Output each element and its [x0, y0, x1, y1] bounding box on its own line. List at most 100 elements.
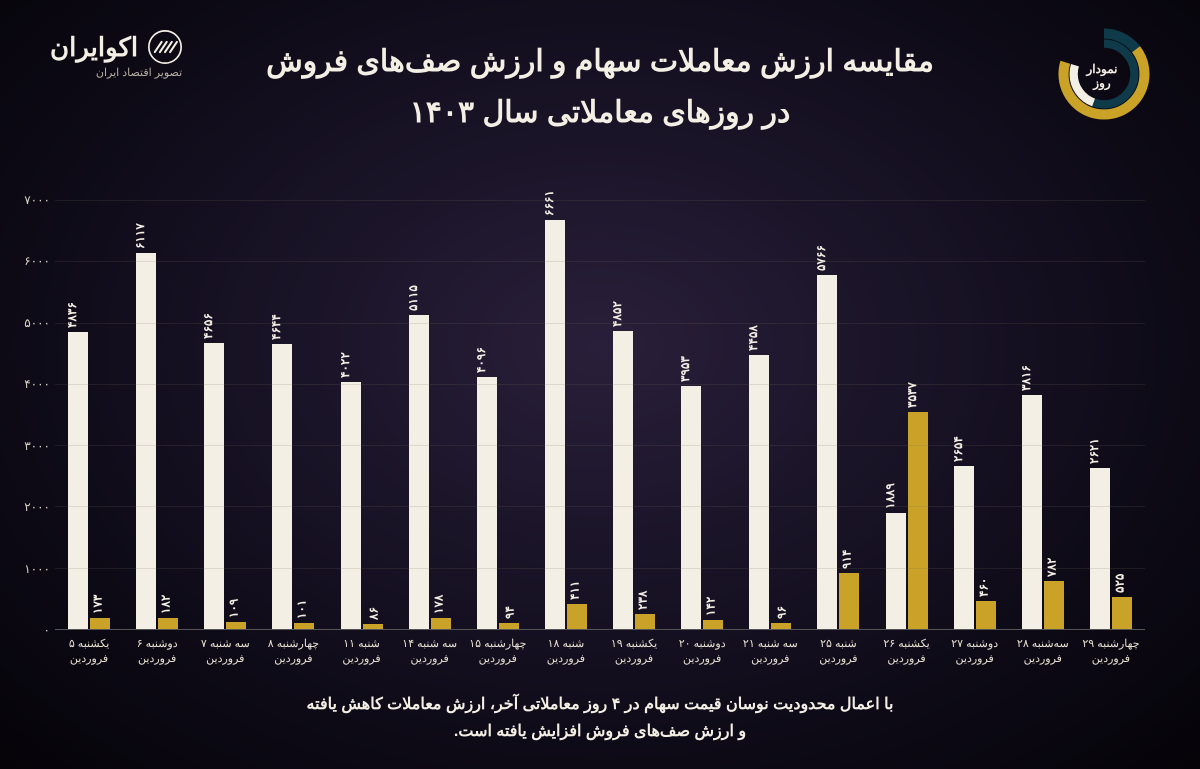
bar-queue: ۴۱۱	[567, 604, 587, 629]
daily-chart-badge: نمودار روز	[1058, 28, 1150, 125]
bar-pair: ۳۸۱۶۷۸۲	[1009, 200, 1077, 629]
bar-value-label: ۳۵۳۷	[905, 382, 919, 408]
y-tick: ۳۰۰۰	[24, 439, 50, 453]
bar-value-label: ۴۶۰	[976, 577, 990, 596]
bar-trades: ۴۸۵۲	[613, 331, 633, 629]
bar-value-label: ۹۱۴	[840, 550, 854, 569]
bar-value-label: ۲۶۵۴	[951, 436, 965, 462]
bar-pair: ۴۶۵۶۱۰۹	[191, 200, 259, 629]
x-axis-label: شنبه ۱۸فروردین	[532, 629, 600, 667]
badge-line2: روز	[1080, 76, 1124, 90]
bar-value-label: ۶۱۱۷	[133, 223, 147, 249]
y-tick: ۴۰۰۰	[24, 377, 50, 391]
bar-pair: ۴۶۴۴۱۰۱	[259, 200, 327, 629]
bar-queue: ۷۸۲	[1044, 581, 1064, 629]
bar-queue: ۵۲۵	[1112, 597, 1132, 629]
bar-queue: ۱۰۹	[226, 622, 246, 629]
bar-trades: ۳۹۵۳	[681, 386, 701, 629]
bar-trades: ۲۶۵۴	[954, 466, 974, 629]
bar-value-label: ۹۶	[775, 606, 789, 619]
brand-name: اکوایران	[50, 32, 138, 63]
bar-pair: ۴۸۵۲۲۳۸	[600, 200, 668, 629]
bar-pair: ۳۹۵۳۱۴۲	[668, 200, 736, 629]
footer-line-1: با اعمال محدودیت نوسان قیمت سهام در ۴ رو…	[0, 691, 1200, 718]
bar-value-label: ۱۷۸	[431, 595, 445, 614]
bar-trades: ۱۸۸۹	[886, 513, 906, 629]
bar-pair: ۴۰۹۶ ۹۴	[464, 200, 532, 629]
bar-pair: ۶۶۶۱۴۱۱	[532, 200, 600, 629]
brand-logo-icon	[148, 30, 182, 64]
bar-trades: ۳۸۱۶	[1022, 395, 1042, 629]
footer-note: با اعمال محدودیت نوسان قیمت سهام در ۴ رو…	[0, 691, 1200, 745]
bar-pair: ۵۷۶۶۹۱۴	[804, 200, 872, 629]
bar-queue: ۱۸۲	[158, 618, 178, 629]
grid-line	[55, 384, 1145, 385]
chart-plot: ۴۸۳۶۱۷۳۶۱۱۷۱۸۲۴۶۵۶۱۰۹۴۶۴۴۱۰۱۴۰۲۲۸۶۵۱۱۵۱۷…	[55, 200, 1145, 630]
bar-value-label: ۱۷۳	[90, 595, 104, 614]
y-tick: ۶۰۰۰	[24, 254, 50, 268]
x-axis-label: یکشنبه ۵فروردین	[55, 629, 123, 667]
y-tick: ۰	[44, 623, 50, 637]
bar-value-label: ۲۶۲۱	[1087, 438, 1101, 464]
y-tick: ۲۰۰۰	[24, 500, 50, 514]
badge-line1: نمودار	[1080, 62, 1124, 76]
bar-value-label: ۴۴۵۸	[746, 325, 760, 351]
bar-value-label: ۵۷۶۶	[815, 245, 829, 271]
y-tick: ۱۰۰۰	[24, 562, 50, 576]
x-axis-label: دوشنبه ۲۷فروردین	[941, 629, 1009, 667]
bar-trades: ۴۶۴۴	[272, 344, 292, 629]
chart-title: مقایسه ارزش معاملات سهام و ارزش صف‌های ف…	[50, 36, 1150, 138]
bar-pair: ۵۱۱۵۱۷۸	[396, 200, 464, 629]
x-axis-label: دوشنبه ۲۰فروردین	[668, 629, 736, 667]
bar-value-label: ۴۶۵۶	[201, 313, 215, 339]
bar-value-label: ۳۸۱۶	[1019, 365, 1033, 391]
bar-pair: ۱۸۸۹ ۳۵۳۷	[873, 200, 941, 629]
bar-queue: ۱۷۸	[431, 618, 451, 629]
x-axis-label: چهارشنبه ۸فروردین	[259, 629, 327, 667]
brand-tagline: تصویر اقتصاد ایران	[50, 66, 182, 79]
bar-value-label: ۵۱۱۵	[406, 285, 420, 311]
y-tick: ۵۰۰۰	[24, 316, 50, 330]
bar-value-label: ۴۶۴۴	[270, 314, 284, 340]
logo-block: اکوایران تصویر اقتصاد ایران	[50, 30, 182, 79]
bar-pair: ۶۱۱۷ ۱۸۲	[123, 200, 191, 629]
x-axis-label: سه‌شنبه ۲۸فروردین	[1009, 629, 1077, 667]
bar-trades: ۴۸۳۶	[68, 332, 88, 629]
y-tick: ۷۰۰۰	[24, 193, 50, 207]
bar-trades: ۵۱۱۵	[409, 315, 429, 629]
bar-queue: ۴۶۰	[976, 601, 996, 629]
grid-line	[55, 261, 1145, 262]
bar-pair: ۲۶۲۱۵۲۵	[1077, 200, 1145, 629]
grid-line	[55, 445, 1145, 446]
y-axis: ۰۱۰۰۰۲۰۰۰۳۰۰۰۴۰۰۰۵۰۰۰۶۰۰۰۷۰۰۰	[10, 200, 50, 630]
grid-line	[55, 568, 1145, 569]
bar-value-label: ۹۴	[502, 606, 516, 619]
grid-line	[55, 506, 1145, 507]
bar-value-label: ۸۶	[366, 607, 380, 620]
bar-pair: ۲۶۵۴۴۶۰	[941, 200, 1009, 629]
bar-value-label: ۴۰۲۲	[338, 352, 352, 378]
bar-trades: ۴۴۵۸	[749, 355, 769, 629]
grid-line	[55, 200, 1145, 201]
bar-trades: ۴۰۹۶	[477, 377, 497, 629]
bar-queue: ۱۷۳	[90, 618, 110, 629]
bar-queue: ۹۱۴	[839, 573, 859, 629]
bar-trades: ۲۶۲۱	[1090, 468, 1110, 629]
bar-queue: ۲۳۸	[635, 614, 655, 629]
bar-value-label: ۱۸۲	[159, 594, 173, 613]
bar-value-label: ۲۳۸	[635, 591, 649, 610]
x-axis-label: شنبه ۲۵فروردین	[804, 629, 872, 667]
bar-value-label: ۴۰۹۶	[474, 348, 488, 374]
bar-trades: ۵۷۶۶	[817, 275, 837, 629]
grid-line	[55, 323, 1145, 324]
x-axis-label: سه شنبه ۱۴فروردین	[396, 629, 464, 667]
bar-pair: ۴۰۲۲ ۸۶	[328, 200, 396, 629]
x-axis-label: چهارشنبه ۲۹فروردین	[1077, 629, 1145, 667]
x-axis-label: دوشنبه ۶فروردین	[123, 629, 191, 667]
x-axis-label: یکشنبه ۱۹فروردین	[600, 629, 668, 667]
footer-line-2: و ارزش صف‌های فروش افزایش یافته است.	[0, 718, 1200, 745]
bar-trades: ۴۶۵۶	[204, 343, 224, 629]
bar-value-label: ۵۲۵	[1112, 573, 1126, 592]
x-axis-label: یکشنبه ۲۶فروردین	[873, 629, 941, 667]
bar-value-label: ۴۱۱	[567, 580, 581, 599]
